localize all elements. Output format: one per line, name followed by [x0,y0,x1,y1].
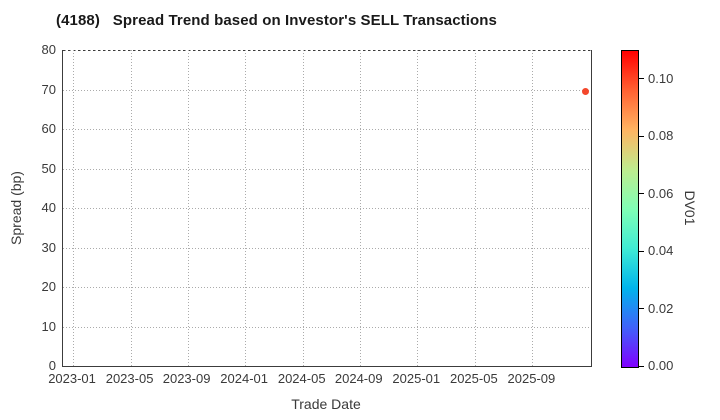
top-spine-dashed [63,50,591,52]
colorbar-tick [639,193,644,195]
y-tick-label: 10 [41,318,56,334]
y-gridline [63,129,591,130]
x-gridline [532,50,534,366]
x-gridline [474,50,476,366]
x-tick-label: 2023-01 [48,371,96,386]
colorbar [621,50,639,368]
x-gridline [302,50,304,366]
colorbar-tick-label: 0.10 [648,70,674,86]
data-point [582,87,590,95]
x-tick-label: 2024-05 [277,371,326,386]
x-tick-label: 2025-05 [449,371,498,386]
y-gridline [63,168,591,170]
x-gridline [187,50,189,366]
y-tick-label: 40 [41,200,56,215]
y-tick-label: 80 [41,42,56,57]
x-axis-tick-labels: 2023-01 2023-05 2023-09 2024-01 2024-05 2024-… [48,371,590,388]
x-axis-label: Trade Date [291,396,361,412]
y-tick-label: 0 [48,358,56,373]
colorbar-tick [639,78,644,80]
x-tick-label: 2025-09 [507,371,556,386]
x-tick-label: 2025-01 [392,371,441,386]
y-gridline [63,247,591,249]
x-gridline [245,50,247,366]
colorbar-tick [639,250,644,252]
y-tick-label: 50 [41,160,56,176]
x-tick-label: 2023-05 [105,371,154,386]
chart-title: (4188) Spread Trend based on Investor's … [56,12,497,29]
plot-area [62,50,592,367]
x-gridline [73,50,75,366]
y-gridline [63,326,591,328]
colorbar-tick-label: 0.02 [648,300,674,316]
colorbar-tick-label: 0.06 [648,185,674,201]
colorbar-tick [639,308,644,310]
colorbar-tick [639,135,644,137]
colorbar-label: DV01 [682,190,698,226]
x-tick-label: 2023-09 [162,371,211,386]
colorbar-tick-label: 0.04 [648,243,674,259]
y-tick-label: 30 [41,239,56,255]
y-gridline [63,208,591,209]
y-gridline [63,287,591,288]
x-gridline [130,50,132,366]
colorbar-tick-label: 0.08 [648,128,674,144]
colorbar-tick-label: 0.00 [648,358,674,373]
x-tick-label: 2024-01 [220,371,269,386]
x-tick-label: 2024-09 [334,371,383,386]
x-gridline [417,50,419,366]
x-gridline [359,50,361,366]
y-gridline [63,89,591,91]
colorbar-tick [639,365,644,367]
y-tick-label: 60 [41,121,56,136]
y-tick-label: 70 [41,81,56,97]
y-tick-label: 20 [41,279,56,294]
